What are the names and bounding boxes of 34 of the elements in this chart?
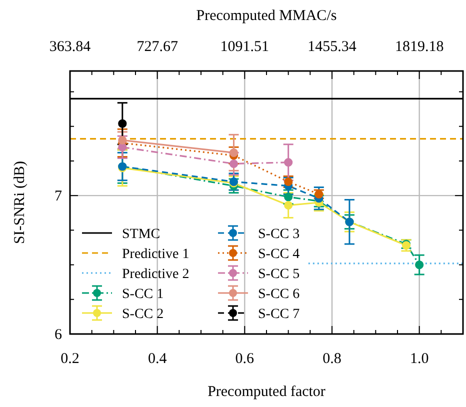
- point: [118, 136, 127, 145]
- legend-label: S-CC 3: [258, 227, 300, 242]
- point: [284, 192, 293, 202]
- x2-tick-label: 1819.18: [394, 39, 444, 55]
- point: [118, 142, 127, 152]
- legend-label: S-CC 4: [258, 247, 300, 262]
- legend-label: Predictive 2: [122, 267, 190, 282]
- point: [284, 158, 293, 167]
- legend-label: STMC: [122, 227, 160, 242]
- x2-tick-label: 1455.34: [308, 39, 357, 55]
- y-tick-label: 7: [54, 188, 62, 205]
- y-tick-label: 6: [54, 327, 62, 343]
- x2-tick-label: 1091.51: [220, 39, 270, 55]
- point: [229, 148, 238, 157]
- x-tick-label: 0.6: [235, 351, 255, 367]
- point: [284, 200, 293, 210]
- legend-label: S-CC 2: [122, 307, 164, 322]
- x-axis-title: Precomputed factor: [208, 384, 326, 400]
- legend-label: Predictive 1: [122, 247, 190, 262]
- point: [118, 119, 127, 128]
- legend-label: S-CC 6: [258, 287, 300, 302]
- x2-tick-label: 727.67: [136, 39, 178, 55]
- legend-label: S-CC 1: [122, 287, 164, 302]
- x-tick-label: 0.4: [148, 351, 168, 367]
- x-tick-label: 0.2: [60, 351, 80, 367]
- point: [229, 159, 238, 168]
- x2-tick-label: 363.84: [49, 39, 92, 55]
- legend-label: S-CC 7: [258, 307, 300, 322]
- x-tick-label: 0.8: [322, 351, 342, 367]
- x-tick-label: 1.0: [410, 351, 429, 367]
- point: [415, 260, 424, 270]
- x2-axis-title: Precomputed MMAC/s: [196, 8, 337, 24]
- y-axis-title: SI-SNRi (dB): [12, 161, 28, 244]
- legend-label: S-CC 5: [258, 267, 300, 282]
